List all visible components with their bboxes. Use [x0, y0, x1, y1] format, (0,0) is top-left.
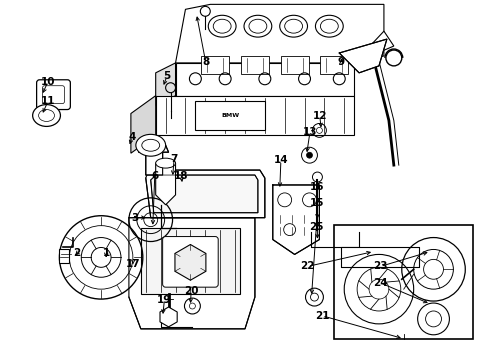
Text: BMW: BMW — [221, 113, 239, 118]
Text: 5: 5 — [163, 71, 170, 81]
Text: 24: 24 — [372, 278, 387, 288]
Ellipse shape — [213, 19, 231, 33]
Text: 10: 10 — [41, 77, 55, 87]
Polygon shape — [145, 170, 264, 218]
Ellipse shape — [39, 109, 54, 121]
Polygon shape — [195, 100, 264, 130]
Polygon shape — [175, 63, 353, 96]
Polygon shape — [141, 228, 240, 294]
Text: 22: 22 — [300, 261, 314, 271]
Text: 1: 1 — [102, 248, 110, 258]
FancyBboxPatch shape — [37, 80, 70, 109]
Polygon shape — [131, 96, 155, 153]
Text: 12: 12 — [312, 111, 326, 121]
Text: 4: 4 — [128, 132, 135, 142]
Text: 16: 16 — [309, 182, 324, 192]
Bar — [60, 249, 69, 264]
Ellipse shape — [279, 15, 307, 37]
Circle shape — [306, 152, 312, 158]
Polygon shape — [160, 307, 177, 327]
Text: 7: 7 — [170, 154, 178, 163]
Text: 25: 25 — [308, 222, 323, 232]
Polygon shape — [129, 218, 254, 329]
Bar — [241, 56, 268, 74]
Polygon shape — [272, 185, 319, 255]
Ellipse shape — [244, 15, 271, 37]
Bar — [334, 225, 472, 339]
Text: 6: 6 — [151, 171, 158, 181]
Polygon shape — [175, 244, 205, 280]
Text: 3: 3 — [131, 212, 139, 222]
Polygon shape — [339, 39, 386, 73]
Text: 19: 19 — [157, 295, 171, 305]
Text: 13: 13 — [302, 127, 317, 137]
Text: 17: 17 — [125, 259, 140, 269]
Polygon shape — [150, 175, 257, 213]
Polygon shape — [155, 163, 175, 205]
Bar — [320, 56, 347, 74]
Text: 21: 21 — [314, 311, 329, 321]
Text: 11: 11 — [41, 96, 55, 107]
Text: 18: 18 — [174, 171, 188, 181]
Bar — [201, 56, 229, 74]
Ellipse shape — [136, 134, 165, 156]
FancyBboxPatch shape — [42, 86, 64, 104]
Ellipse shape — [320, 19, 338, 33]
Text: 23: 23 — [372, 261, 387, 271]
Ellipse shape — [155, 158, 175, 168]
FancyBboxPatch shape — [163, 237, 218, 287]
Text: 2: 2 — [73, 248, 81, 258]
Polygon shape — [155, 63, 175, 105]
Polygon shape — [353, 31, 393, 63]
Text: 14: 14 — [273, 156, 287, 165]
Text: 8: 8 — [202, 57, 209, 67]
Ellipse shape — [284, 19, 302, 33]
Text: 20: 20 — [183, 286, 198, 296]
Bar — [280, 56, 308, 74]
Text: 9: 9 — [337, 57, 345, 67]
Ellipse shape — [315, 15, 343, 37]
Polygon shape — [139, 145, 168, 175]
Ellipse shape — [208, 15, 236, 37]
Text: 15: 15 — [309, 198, 324, 208]
Ellipse shape — [33, 105, 61, 126]
Polygon shape — [155, 96, 353, 135]
Polygon shape — [175, 4, 383, 63]
Ellipse shape — [248, 19, 266, 33]
Ellipse shape — [142, 139, 160, 151]
Polygon shape — [341, 247, 418, 267]
